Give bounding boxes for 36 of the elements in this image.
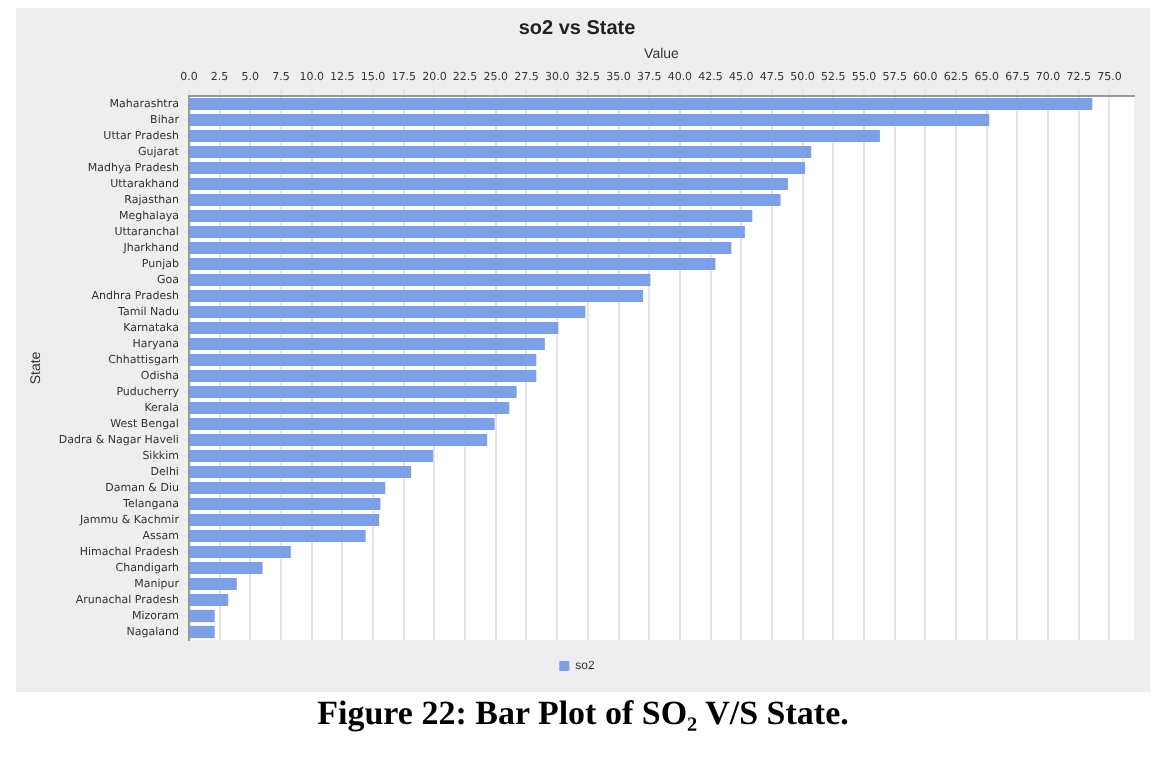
caption: Figure 22: Bar Plot of SO₂ V/S State. [315, 694, 851, 734]
bar [189, 177, 788, 191]
bar [189, 161, 806, 175]
bar [189, 433, 488, 447]
bar [189, 225, 745, 239]
bar [189, 561, 263, 575]
bar [189, 401, 510, 415]
bar [189, 529, 366, 543]
bar [189, 481, 386, 495]
bar [189, 497, 381, 511]
bar [189, 289, 644, 303]
bar [189, 273, 651, 287]
bar [189, 209, 753, 223]
bar [189, 417, 495, 431]
chart-title: so2 vs State [518, 17, 637, 40]
bar [189, 257, 716, 271]
bar [189, 353, 537, 367]
bar [189, 113, 990, 127]
bar [189, 129, 880, 143]
bar [189, 577, 237, 591]
bar [189, 465, 412, 479]
bar [189, 321, 559, 335]
bar [189, 241, 732, 255]
bar [189, 609, 215, 623]
bar [189, 385, 517, 399]
bar [189, 97, 1093, 111]
bar [189, 513, 380, 527]
bar [189, 193, 781, 207]
bar [189, 449, 434, 463]
bar [189, 145, 812, 159]
bar [189, 593, 229, 607]
bar [189, 305, 586, 319]
bar [189, 545, 291, 559]
bar [189, 625, 215, 639]
bar [189, 337, 545, 351]
bar [189, 369, 537, 383]
